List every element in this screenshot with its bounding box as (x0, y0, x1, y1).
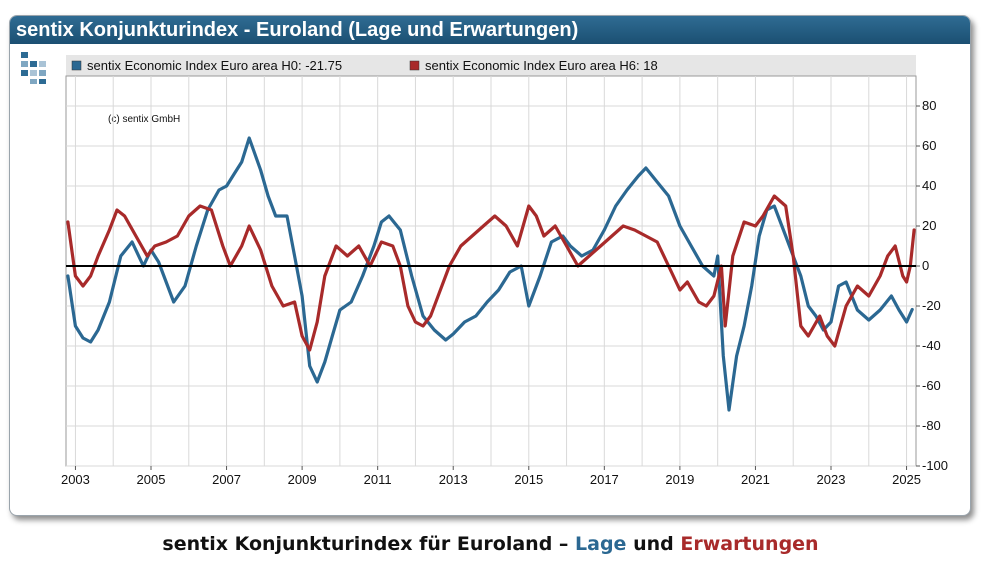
caption-und: und (626, 533, 681, 555)
y-tick-label: 80 (922, 98, 936, 113)
line-chart: sentix Economic Index Euro area H0: -21.… (61, 55, 948, 487)
x-tick-label: 2025 (892, 472, 921, 487)
legend-band (66, 55, 916, 76)
y-tick-label: -100 (922, 458, 948, 473)
series-line-erwartungen (66, 194, 916, 352)
y-tick-label: -20 (922, 298, 941, 313)
sentix-logo-icon (21, 52, 46, 84)
x-tick-label: 2017 (590, 472, 619, 487)
caption-erwartungen: Erwartungen (680, 533, 819, 555)
y-tick-label: 20 (922, 218, 936, 233)
y-tick-label: -80 (922, 418, 941, 433)
x-tick-label: 2023 (817, 472, 846, 487)
y-tick-label: 40 (922, 178, 936, 193)
y-tick-label: 60 (922, 138, 936, 153)
copyright-annotation: (c) sentix GmbH (108, 114, 180, 125)
title-bar: sentix Konjunkturindex - Euroland (Lage … (10, 16, 970, 44)
x-tick-label: 2019 (665, 472, 694, 487)
figure-caption: sentix Konjunkturindex für Euroland – La… (0, 533, 981, 555)
x-tick-label: 2003 (61, 472, 90, 487)
series-line-lage (66, 136, 914, 412)
legend-label-lage: sentix Economic Index Euro area H0: -21.… (87, 58, 342, 73)
x-tick-label: 2021 (741, 472, 770, 487)
x-tick-label: 2007 (212, 472, 241, 487)
x-tick-label: 2015 (514, 472, 543, 487)
x-tick-label: 2011 (364, 472, 392, 487)
caption-lage: Lage (575, 533, 627, 555)
x-tick-label: 2009 (288, 472, 317, 487)
legend-swatch-erwartungen (409, 60, 420, 71)
y-tick-label: 0 (922, 258, 929, 273)
y-tick-label: -60 (922, 378, 941, 393)
legend-swatch-lage (71, 60, 82, 71)
legend-label-erwartungen: sentix Economic Index Euro area H6: 18 (425, 58, 658, 73)
x-tick-label: 2013 (439, 472, 468, 487)
caption-text: sentix Konjunkturindex für Euroland – (162, 533, 576, 555)
window-title: sentix Konjunkturindex - Euroland (Lage … (16, 19, 579, 41)
x-tick-label: 2005 (137, 472, 166, 487)
y-tick-label: -40 (922, 338, 941, 353)
